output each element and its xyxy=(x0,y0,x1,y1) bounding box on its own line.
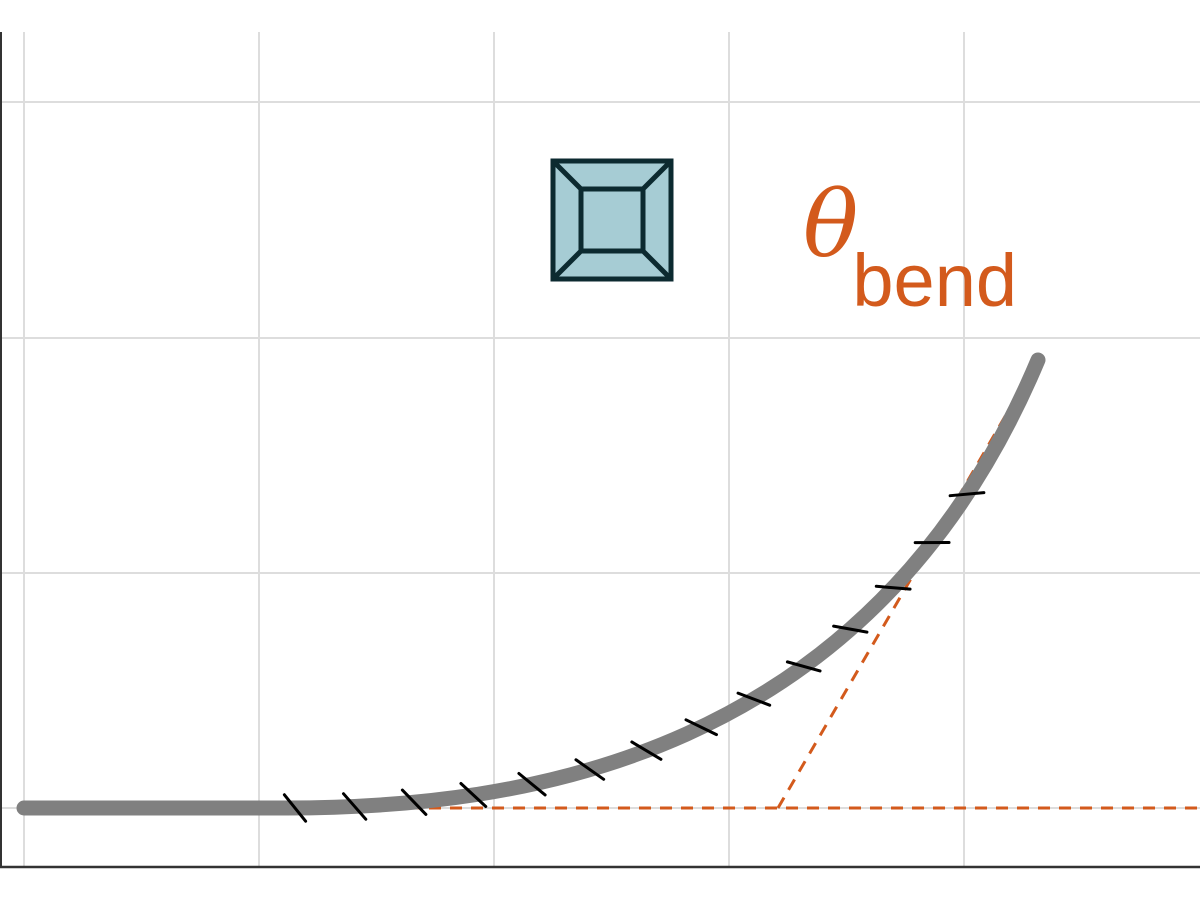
fiber-tick-mark xyxy=(282,793,308,823)
fiber-tick-mark xyxy=(517,771,547,797)
detector-corner-line xyxy=(641,159,673,191)
fiber-tick-mark xyxy=(785,660,822,673)
fiber-tick-mark xyxy=(630,740,663,761)
fiber-tick-mark xyxy=(736,691,772,707)
fiber-tick-mark xyxy=(832,624,869,634)
fiber-tick-mark xyxy=(948,491,986,498)
fiber-tick-mark xyxy=(341,792,368,821)
bend-subscript: bend xyxy=(852,239,1017,322)
detector-corner-line xyxy=(551,159,583,191)
fiber-tick-mark xyxy=(574,758,606,781)
detector-corner-line xyxy=(551,249,583,281)
detector-inner-square xyxy=(578,186,646,254)
fiber-tick-marks xyxy=(282,491,986,823)
fiber-tick-mark xyxy=(874,584,912,591)
theta-symbol: θ xyxy=(803,171,858,278)
fiber-tick-mark xyxy=(684,718,718,737)
axes xyxy=(0,32,1200,869)
bend-angle-label: θ bend xyxy=(803,171,1017,322)
detector-square-frame-icon xyxy=(550,158,674,282)
fiber-tick-mark xyxy=(400,788,428,816)
bent-fiber xyxy=(16,352,1046,816)
grid xyxy=(0,32,1200,866)
fiber-tick-mark xyxy=(459,781,488,809)
detector-corner-line xyxy=(641,249,673,281)
